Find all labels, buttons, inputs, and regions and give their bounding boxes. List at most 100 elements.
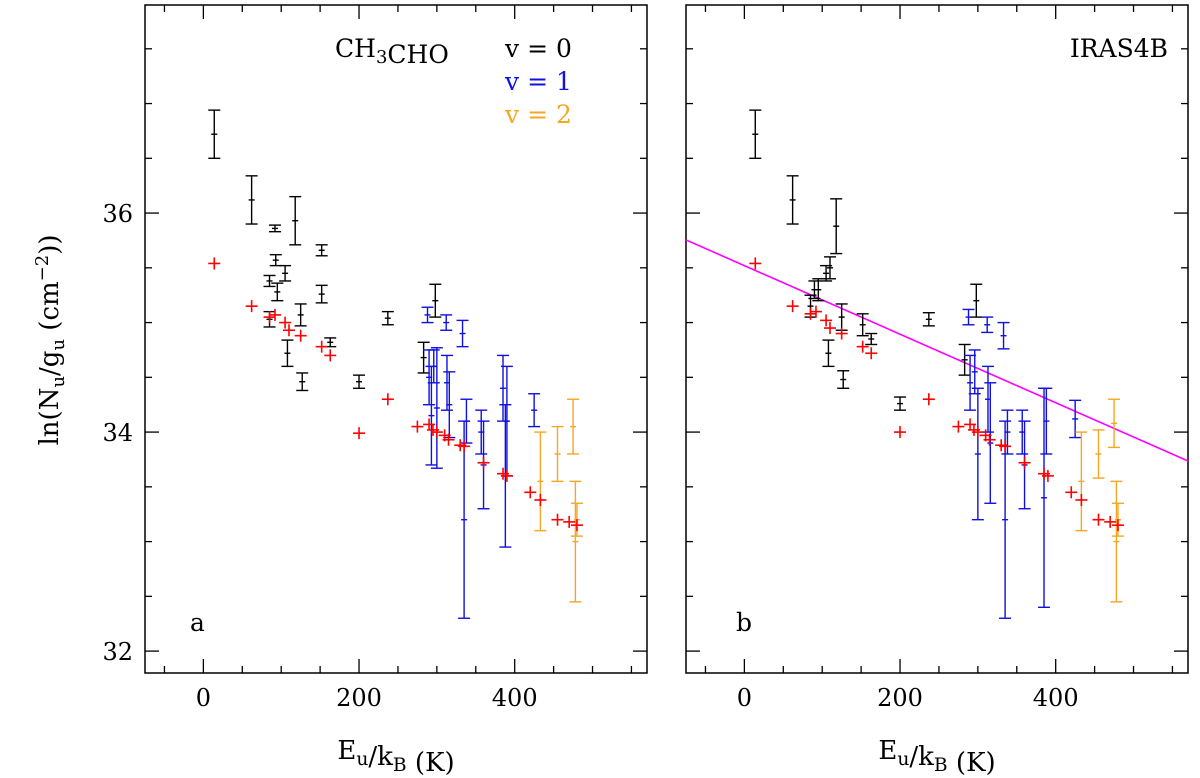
model-point [315,340,328,353]
model-point [279,316,292,329]
panel-label: b [736,608,752,637]
model-point [835,327,848,340]
error-bar-point [279,264,292,282]
error-bar-point [830,198,843,255]
model-point [856,340,869,353]
model-point [411,420,424,433]
error-bar-point [1110,480,1123,603]
error-bar-point [1075,431,1088,532]
model-point [1018,456,1031,469]
model-point [430,426,443,439]
error-bar-point [296,372,309,392]
error-bar-point [315,284,328,304]
error-bar-point [997,321,1010,350]
model-point [534,493,547,506]
error-bar-point [315,244,328,257]
model-point [477,456,490,469]
panel-b: 0 200 400 Eu/kB (K) IRAS4B b [685,4,1189,778]
error-bar-point [289,195,302,246]
y-tick-label: 34 [102,419,133,447]
x-tick-label: 400 [492,684,538,712]
model-point [804,307,817,320]
model-point [1075,493,1088,506]
x-tick-label: 0 [196,684,211,712]
model-point [749,257,762,270]
x-axis-label: Eu/kB (K) [337,736,454,778]
model-point [1111,519,1124,532]
model-point [786,300,799,313]
error-bar-point [962,308,975,326]
error-bar-point [1001,409,1014,455]
model-point [865,347,878,360]
error-bar-point [534,431,547,532]
x-axis-label: Eu/kB (K) [878,736,995,778]
error-bar-point [865,332,878,346]
error-bar-point [460,398,473,444]
error-bar-point [567,398,580,455]
model-point [208,257,221,270]
error-bar-point [812,278,825,302]
error-bar-point [208,109,221,160]
panel-title: IRAS4B [1070,34,1168,63]
model-point [324,349,337,362]
model-point [952,420,965,433]
model-point [500,469,513,482]
error-bar-point [381,310,394,326]
x-tick-label: 200 [877,684,923,712]
error-bar-point [263,274,276,288]
error-bar-point [551,425,564,483]
error-bar-point [294,303,307,327]
y-tick-label: 32 [102,638,133,666]
error-bar-point [353,374,366,389]
error-bar-point [268,224,281,233]
error-bar-point [1016,409,1029,455]
error-bar-point [429,283,442,318]
model-point [1065,486,1078,499]
model-point [263,311,276,324]
model-point [570,519,583,532]
error-bar-point [749,109,762,160]
model-point [294,329,307,342]
panel-title: CH3CHO [335,34,449,69]
legend-entry: v = 0 [504,34,572,63]
fit-line [685,239,1189,462]
panel-label: a [190,608,205,637]
error-bar-point [958,343,971,376]
error-bar-point [475,409,488,455]
error-bar-point [324,337,337,348]
error-bar-point [894,396,907,411]
legend-entry: v = 1 [504,67,572,96]
error-bar-point [981,365,994,433]
error-bar-point [421,306,434,324]
model-point [820,314,833,327]
model-point [524,486,537,499]
model-point [823,322,836,335]
error-bar-point [269,253,282,267]
model-point [563,515,576,528]
error-bar-point [1069,399,1082,439]
model-point [1092,513,1105,526]
error-bar-point [971,387,984,521]
y-tick-label: 36 [102,200,133,228]
model-point [282,324,295,337]
model-point [983,433,996,446]
model-point [353,427,366,440]
model-point [551,513,564,526]
error-bar-point [440,314,453,331]
error-bar-point [968,349,981,395]
error-bar-point [271,282,284,302]
error-bar-point [281,339,294,368]
error-bar-point [1092,429,1105,479]
model-point [999,440,1012,453]
error-bar-point [837,370,850,389]
error-bar-point [528,393,541,428]
error-bar-point [970,283,983,318]
model-point [381,393,394,406]
x-tick-label: 200 [336,684,382,712]
model-point [1041,469,1054,482]
error-bar-point [981,316,994,334]
error-bar-point [417,341,430,374]
x-tick-label: 0 [737,684,752,712]
error-bar-point [245,175,258,225]
